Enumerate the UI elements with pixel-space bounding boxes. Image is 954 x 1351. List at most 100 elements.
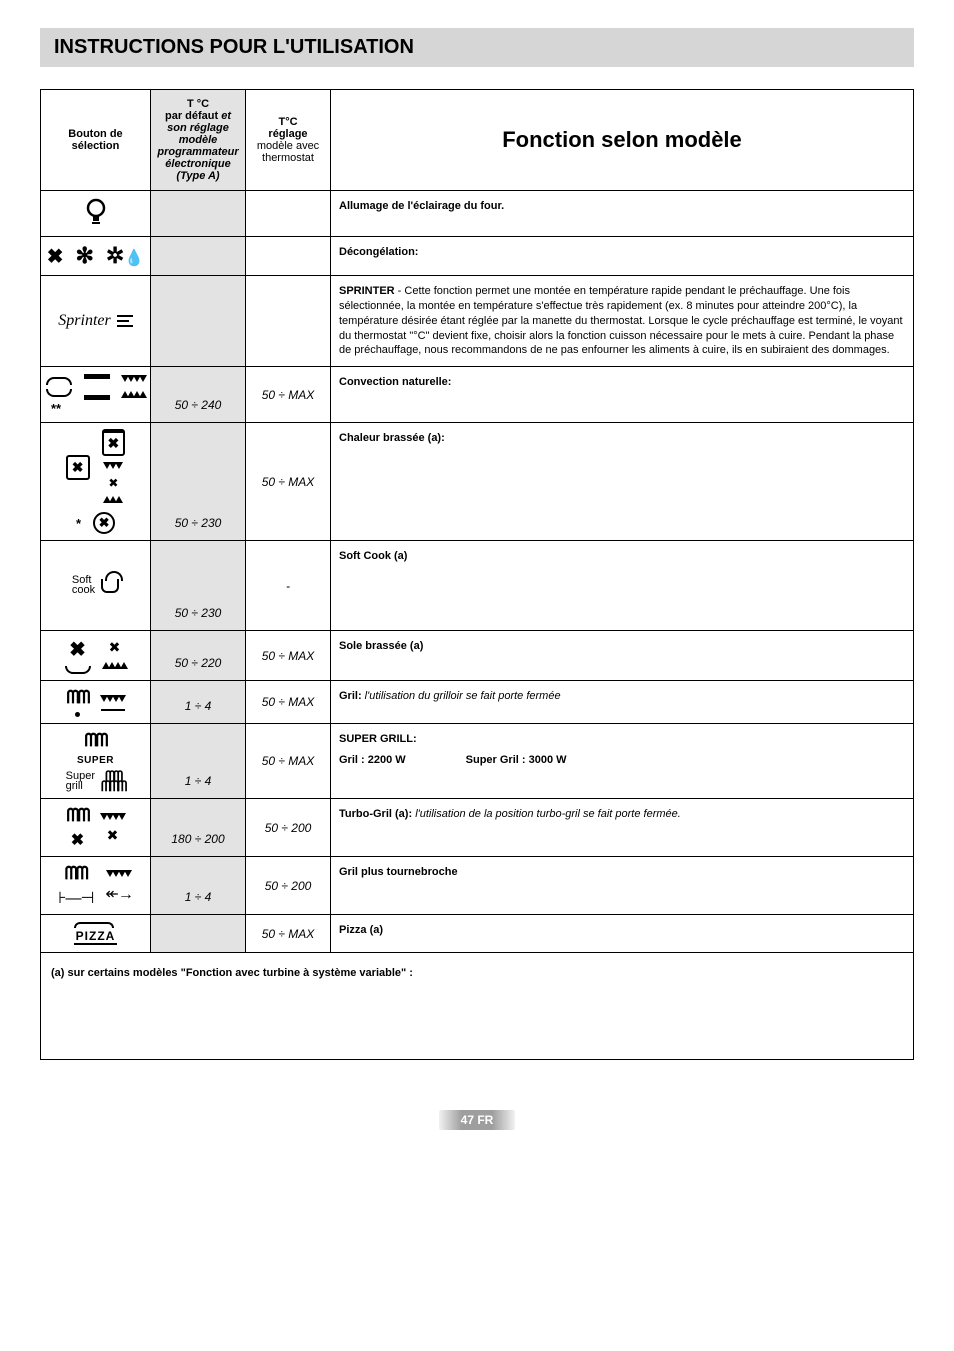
cell-ta	[151, 237, 246, 276]
table-row: ✖ ✖✖ * ✖ 50 ÷ 230 50 ÷ MAX Chaleur brass…	[41, 423, 914, 541]
header-temp-b: T°C réglage modèle avec thermostat	[246, 90, 331, 191]
table-row: PIZZA 50 ÷ MAX Pizza (a)	[41, 915, 914, 953]
table-row: ✖ ✖ 50 ÷ 220 50 ÷ MAX Sole brassée (a)	[41, 631, 914, 681]
table-row: ** 50 ÷ 240 50 ÷ MAX Convection naturell…	[41, 367, 914, 423]
cell-fn: Gril: l'utilisation du grilloir se fait …	[331, 681, 914, 724]
snowflake-icon: ✻	[75, 243, 93, 269]
fan-tri-up-icon: ✖	[103, 639, 127, 672]
footnote-row: (a) sur certains modèles "Fonction avec …	[41, 953, 914, 1060]
softcook-label: Soft cook	[72, 576, 95, 596]
sprinter-label: Sprinter	[58, 312, 110, 330]
fn-text: Gril plus tournebroche	[339, 866, 458, 878]
cell-fn: SUPER GRILL: Gril : 2200 W Super Gril : 3…	[331, 724, 914, 799]
cell-tb: 50 ÷ 200	[246, 857, 331, 915]
header-temp-b-l2: réglage	[250, 128, 326, 140]
light-icon	[85, 197, 107, 230]
table-row: ᗰᗰ SUPER Super grill ᗰᗰᗰᗰᗰ 1 ÷ 4 50 ÷ MA…	[41, 724, 914, 799]
header-temp-a-l4: (Type A)	[176, 170, 219, 182]
cell-fn: Soft Cook (a)	[331, 541, 914, 631]
table-row: ᗰᗰ⊦—⊣ ↞→ 1 ÷ 4 50 ÷ 200 Gril plus tourne…	[41, 857, 914, 915]
cell-tb: 50 ÷ MAX	[246, 681, 331, 724]
header-temp-a-l1: T °C	[187, 98, 209, 110]
fn-l2a: Gril : 2200 W	[339, 754, 406, 766]
fan-icon: ✖	[47, 244, 64, 269]
cell-ta	[151, 276, 246, 367]
page-title: INSTRUCTIONS POUR L'UTILISATION	[40, 28, 914, 67]
icon-supergrill: ᗰᗰ SUPER Super grill ᗰᗰᗰᗰᗰ	[41, 724, 151, 799]
header-temp-b-l3: modèle avec thermostat	[250, 140, 326, 164]
cell-ta: 180 ÷ 200	[151, 799, 246, 857]
fn-text: Chaleur brassée (a):	[339, 432, 445, 444]
table-row: Allumage de l'éclairage du four.	[41, 191, 914, 237]
fanbox-icon: ✖	[66, 455, 90, 480]
table-row: Soft cook 50 ÷ 230 - Soft Cook (a)	[41, 541, 914, 631]
zig-fan-icon: ᗰᗰ✖	[67, 805, 89, 850]
icon-sprinter: Sprinter	[41, 276, 151, 367]
topbottom-bar-icon	[84, 374, 110, 400]
fn-text: Sole brassée (a)	[339, 640, 423, 652]
table-row: ᗰᗰ 1 ÷ 4 50 ÷ MAX Gril: l'utilisation du…	[41, 681, 914, 724]
cell-ta: 50 ÷ 230	[151, 541, 246, 631]
fn-bold: Turbo-Gril (a):	[339, 808, 415, 820]
cell-fn: Chaleur brassée (a):	[331, 423, 914, 541]
icon-turbogril: ᗰᗰ✖ ✖	[41, 799, 151, 857]
cell-tb: 50 ÷ MAX	[246, 423, 331, 541]
icon-pizza: PIZZA	[41, 915, 151, 953]
page-footer: 47 FR	[40, 1110, 914, 1130]
fn-rest: - Cette fonction permet une montée en te…	[339, 285, 903, 356]
fn-text: Soft Cook (a)	[339, 550, 407, 562]
icon-light	[41, 191, 151, 237]
super-label: SUPER	[77, 755, 114, 766]
fn-text: Convection naturelle:	[339, 376, 451, 388]
cell-tb: -	[246, 541, 331, 631]
icon-sole-brassee: ✖ ✖	[41, 631, 151, 681]
fn-text: Allumage de l'éclairage du four.	[339, 200, 504, 212]
cell-tb: 50 ÷ 200	[246, 799, 331, 857]
fn-bold: Gril:	[339, 690, 365, 702]
softcook-icon	[101, 579, 119, 593]
icon-convection: **	[41, 367, 151, 423]
cell-tb: 50 ÷ MAX	[246, 915, 331, 953]
supergrill-label: Super grill	[66, 772, 95, 792]
fn-italic: l'utilisation de la position turbo-gril …	[415, 808, 681, 820]
cell-ta	[151, 191, 246, 237]
cell-ta: 1 ÷ 4	[151, 724, 246, 799]
cell-fn: SPRINTER - Cette fonction permet une mon…	[331, 276, 914, 367]
fn-bold: SPRINTER	[339, 285, 395, 297]
header-selection: Bouton de sélection	[41, 90, 151, 191]
cell-fn: Gril plus tournebroche	[331, 857, 914, 915]
table-row: ✖ ✻ ✲💧 Décongélation:	[41, 237, 914, 276]
pizza-icon: PIZZA	[72, 921, 120, 946]
zigzag-double-icon: ᗰᗰᗰᗰᗰ	[101, 772, 125, 792]
cell-tb	[246, 276, 331, 367]
pizza-label: PIZZA	[74, 929, 118, 945]
fn-bold: SUPER GRILL:	[339, 733, 417, 745]
header-temp-a-l2: par défaut	[165, 110, 218, 122]
cell-ta: 50 ÷ 240	[151, 367, 246, 423]
icon-chaleur-brassee: ✖ ✖✖ * ✖	[41, 423, 151, 541]
note-star: *	[76, 516, 81, 531]
cell-fn: Décongélation:	[331, 237, 914, 276]
cell-tb: 50 ÷ MAX	[246, 367, 331, 423]
icon-tournebroche: ᗰᗰ⊦—⊣ ↞→	[41, 857, 151, 915]
cell-fn: Allumage de l'éclairage du four.	[331, 191, 914, 237]
cell-tb: 50 ÷ MAX	[246, 631, 331, 681]
speed-lines-icon	[117, 315, 133, 327]
fan-circle-icon: ✖	[93, 512, 115, 534]
zigzag-dot-icon: ᗰᗰ	[67, 687, 89, 717]
table-row: ᗰᗰ✖ ✖ 180 ÷ 200 50 ÷ 200 Turbo-Gril (a):…	[41, 799, 914, 857]
cell-ta: 1 ÷ 4	[151, 681, 246, 724]
header-temp-a: T °C par défaut et son réglage modèle pr…	[151, 90, 246, 191]
cell-tb	[246, 191, 331, 237]
fn-text: Décongélation:	[339, 246, 418, 258]
functions-table: Bouton de sélection T °C par défaut et s…	[40, 89, 914, 1060]
zig-skewer-icon: ᗰᗰ⊦—⊣	[58, 863, 93, 908]
cell-fn: Pizza (a)	[331, 915, 914, 953]
cell-tb	[246, 237, 331, 276]
icon-defrost: ✖ ✻ ✲💧	[41, 237, 151, 276]
cell-fn: Turbo-Gril (a): l'utilisation de la posi…	[331, 799, 914, 857]
fn-l2b: Super Gril : 3000 W	[466, 754, 567, 766]
cell-ta: 50 ÷ 230	[151, 423, 246, 541]
header-temp-b-l1: T°C	[250, 116, 326, 128]
cell-fn: Sole brassée (a)	[331, 631, 914, 681]
